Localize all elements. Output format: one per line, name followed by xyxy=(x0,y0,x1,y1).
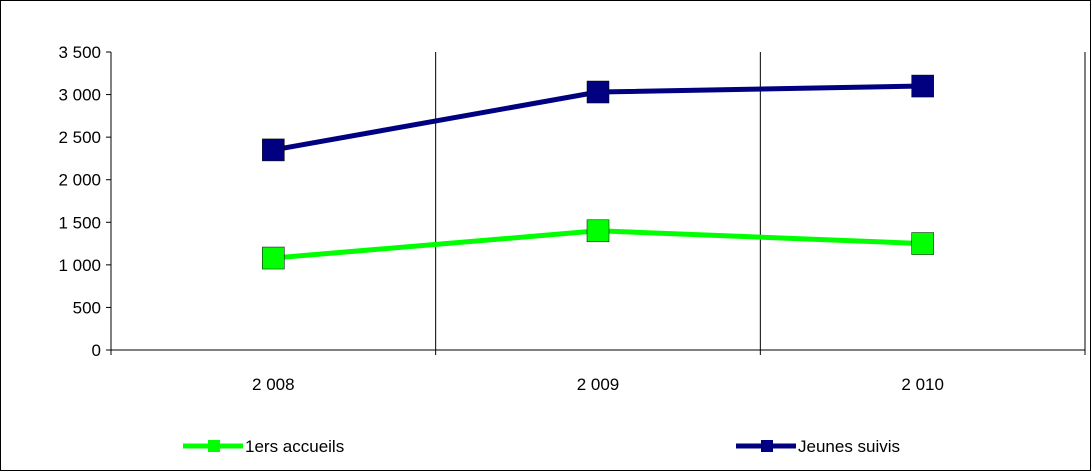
legend-label: 1ers accueils xyxy=(245,437,344,456)
y-tick-label: 3 500 xyxy=(58,43,101,62)
data-point-marker xyxy=(911,74,934,98)
y-tick-label: 1 000 xyxy=(58,256,101,275)
y-tick-label: 500 xyxy=(73,298,101,317)
y-tick-label: 1 500 xyxy=(58,213,101,232)
data-point-marker xyxy=(586,219,610,243)
x-tick-label: 2 009 xyxy=(577,375,620,394)
x-tick-label: 2 008 xyxy=(252,375,295,394)
data-point-marker xyxy=(586,80,610,104)
data-point-marker xyxy=(262,138,285,162)
x-tick-label: 2 010 xyxy=(901,375,944,394)
y-tick-labels: 0 500 1 000 1 500 2 000 2 500 3 000 3 500 xyxy=(58,43,101,360)
legend-label: Jeunes suivis xyxy=(798,437,900,456)
grid-layer xyxy=(435,52,1086,350)
series-layer xyxy=(262,74,934,270)
legend: 1ers accueils Jeunes suivis xyxy=(183,437,900,456)
y-tick-label: 2 000 xyxy=(58,171,101,190)
y-tick-label: 0 xyxy=(92,341,101,360)
legend-marker-0 xyxy=(208,440,220,452)
legend-marker-1 xyxy=(761,440,773,452)
y-tick-label: 3 000 xyxy=(58,86,101,105)
axis-layer xyxy=(106,51,1086,355)
data-point-marker xyxy=(911,232,934,255)
y-tick-label: 2 500 xyxy=(58,128,101,147)
data-point-marker xyxy=(262,246,285,270)
x-tick-labels: 2 008 2 009 2 010 xyxy=(252,375,944,394)
